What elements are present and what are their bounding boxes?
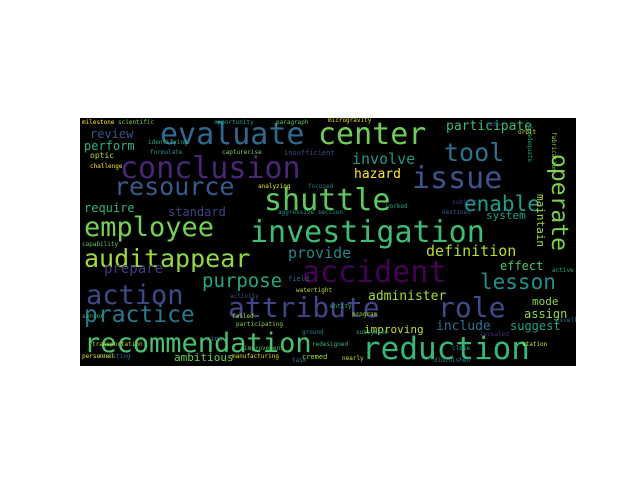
word-system: system [486, 209, 526, 222]
word-subject: subject [452, 199, 478, 206]
word-aggressive-section: aggressive section [278, 209, 344, 216]
word-provide: provide [288, 244, 352, 262]
word-mode: mode [532, 295, 559, 308]
word-require: require [84, 201, 135, 215]
word-transportation: transportation [92, 341, 143, 348]
word-attribute: attribute [228, 291, 380, 324]
word-activity: activity [230, 293, 259, 300]
word-improving: improving [364, 323, 424, 336]
word-milestone: milestone [82, 119, 115, 126]
word-ambitious: ambitious [174, 351, 234, 364]
word-formulate: formulate [150, 149, 183, 156]
word-administer: administer [368, 289, 447, 304]
word-investigation: investigation [250, 215, 485, 250]
word-paragraph: paragraph [276, 119, 309, 126]
word-employee: employee [84, 212, 215, 243]
word-evaluate: evaluate [160, 118, 305, 152]
word-subsystem: subsystem [356, 329, 389, 336]
word-prepare: prepare [104, 261, 164, 277]
word-scientific: scientific [118, 119, 155, 126]
word-cremed: cremed [302, 353, 328, 361]
word-opportunity: opportunity [214, 119, 254, 126]
word-practice: practice [84, 302, 195, 328]
word-purpose: purpose [202, 270, 283, 292]
word-fabrication: fabrication [550, 132, 557, 172]
word-station: station [522, 341, 548, 348]
word-revealed: revealed [480, 331, 509, 338]
word-nine: nine [206, 335, 223, 343]
word-assign: assign [524, 307, 568, 321]
word-cloud: reduction investigation attribute shuttl… [80, 118, 576, 366]
word-close: close [452, 345, 471, 352]
word-orbit: orbit [518, 129, 537, 136]
word-enable: enable [464, 192, 540, 216]
word-participating: participating [236, 321, 283, 328]
word-perform: perform [84, 139, 135, 153]
word-audit: audit [84, 244, 160, 273]
word-center: center [318, 118, 427, 152]
word-appear: appear [160, 244, 251, 273]
word-tool: tool [444, 138, 505, 167]
word-motor: motor [486, 121, 505, 128]
word-sensor: sensor [82, 313, 104, 320]
word-accident: accident [302, 255, 447, 290]
word-reduction: reduction [362, 331, 530, 366]
word-action: action [86, 280, 184, 311]
word-program: program [352, 311, 378, 318]
word-optic: optic [90, 151, 115, 160]
word-identifying: identifying [148, 139, 188, 146]
word-analyzing: analyzing [258, 183, 291, 190]
word-capturerise: capturerise [222, 149, 262, 156]
word-resource: resource [114, 172, 235, 201]
word-excellent: excellent [556, 317, 576, 324]
word-diminished: diminished [434, 357, 471, 364]
word-nearly: nearly [342, 355, 364, 362]
word-personnel: personnel [82, 353, 115, 360]
word-field: field [288, 275, 310, 283]
word-failed: failed [232, 313, 254, 320]
word-insufficient: insufficient [284, 149, 335, 157]
word-challenge: challenge [90, 163, 123, 170]
word-conclusion: conclusion [120, 151, 301, 186]
word-task: task [292, 357, 307, 364]
word-worked: worked [386, 203, 408, 210]
word-shuttle: shuttle [264, 183, 391, 218]
word-watertight: watertight [296, 287, 333, 294]
word-capability: capability [82, 241, 119, 248]
word-involve: involve [352, 150, 416, 168]
word-definition: definition [426, 242, 517, 260]
word-role: role [438, 291, 506, 324]
word-redesigned: redesigned [312, 341, 349, 348]
word-active: active [552, 267, 574, 274]
word-destined: destined [442, 209, 471, 216]
word-maintain: maintain [534, 194, 547, 247]
word-review: review [90, 127, 134, 141]
word-assisting: assisting [98, 353, 131, 360]
word-include: include [436, 319, 491, 334]
word-recommendation: recommendation [84, 328, 312, 359]
word-suggest: suggest [510, 319, 561, 333]
word-lesson: lesson [480, 270, 556, 294]
word-focused: focused [308, 183, 334, 190]
word-manufacturing: manufacturing [232, 353, 279, 360]
word-ground: ground [302, 329, 324, 336]
word-hazard: hazard [354, 167, 401, 182]
word-effect: effect [500, 259, 544, 273]
word-issue: issue [412, 161, 503, 196]
word-participate: participate [446, 119, 533, 134]
word-microgravity: microgravity [328, 118, 372, 124]
word-standard: standard [168, 205, 226, 219]
word-entity: entity [330, 303, 352, 310]
word-improvement: improvement [244, 345, 284, 352]
